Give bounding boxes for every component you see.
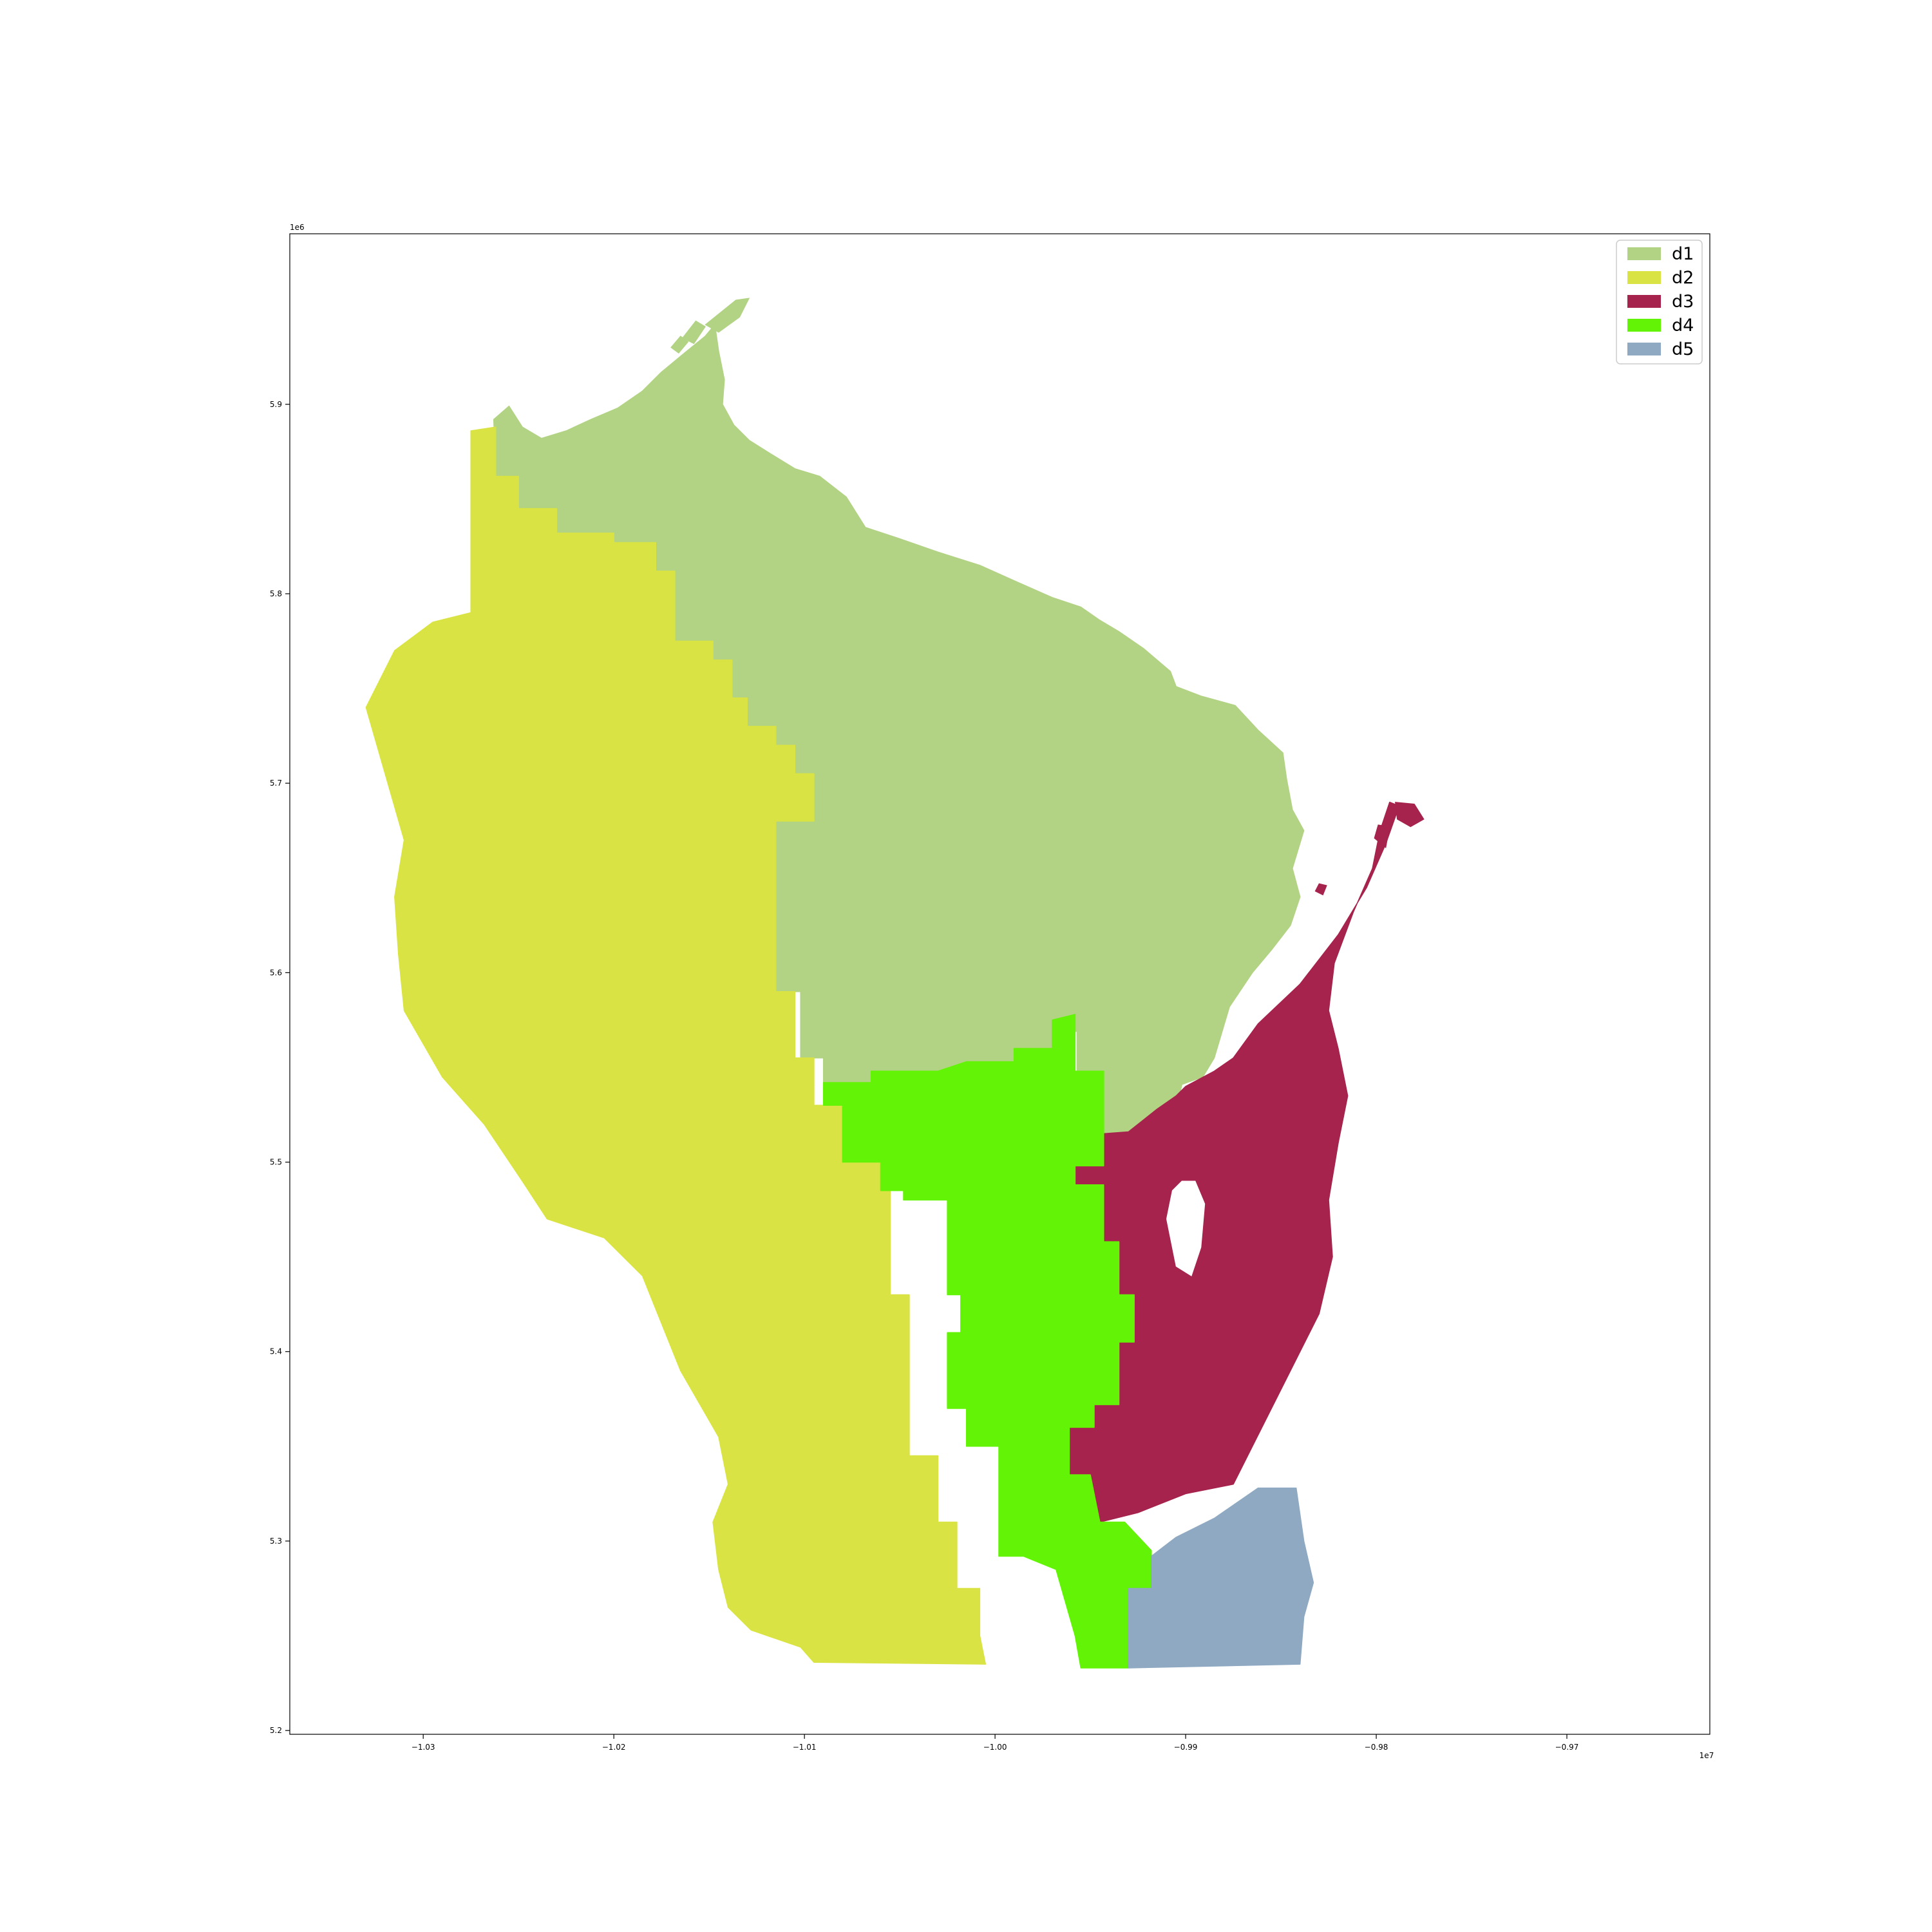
island-d3-3 xyxy=(1395,802,1425,828)
legend-label-d3: d3 xyxy=(1672,292,1694,312)
legend-label-d4: d4 xyxy=(1672,316,1694,336)
island-d1-0 xyxy=(705,298,750,333)
x-tick-label: −0.97 xyxy=(1555,1743,1579,1752)
island-d3-5 xyxy=(1314,883,1327,896)
y-tick-label: 5.6 xyxy=(270,968,282,977)
y-tick-label: 5.2 xyxy=(270,1726,282,1735)
x-tick-label: −0.99 xyxy=(1174,1743,1198,1752)
x-tick-label: −1.02 xyxy=(602,1743,626,1752)
island-d1-2 xyxy=(670,336,689,354)
y-tick-label: 5.3 xyxy=(270,1537,282,1546)
y-tick-label: 5.9 xyxy=(270,400,282,409)
district-d4 xyxy=(822,1014,1152,1669)
district-d2 xyxy=(365,426,987,1665)
legend-label-d1: d1 xyxy=(1672,244,1694,264)
x-axis: −1.03 −1.02 −1.01 −1.00 −0.99 −0.98 −0.97 xyxy=(412,1734,1579,1752)
district-d5 xyxy=(1128,1487,1314,1669)
legend-label-d5: d5 xyxy=(1672,339,1694,359)
x-tick-label: −1.00 xyxy=(983,1743,1007,1752)
x-axis-exponent-label: 1e7 xyxy=(1700,1751,1714,1760)
y-tick-label: 5.8 xyxy=(270,589,282,598)
island-d1-1 xyxy=(681,320,706,345)
legend-swatch-d5 xyxy=(1627,343,1661,355)
x-tick-label: −0.98 xyxy=(1365,1743,1388,1752)
legend: d1 d2 d3 d4 d5 xyxy=(1616,240,1703,365)
y-tick-label: 5.4 xyxy=(270,1347,282,1356)
island-d3-4 xyxy=(1374,824,1390,849)
plot-frame xyxy=(289,233,1710,1735)
legend-swatch-d2 xyxy=(1627,271,1661,284)
legend-swatch-d3 xyxy=(1627,295,1661,308)
y-tick-label: 5.7 xyxy=(270,779,282,788)
x-tick-label: −1.01 xyxy=(793,1743,817,1752)
y-tick-label: 5.5 xyxy=(270,1158,282,1167)
lake-0 xyxy=(1166,1180,1206,1276)
legend-swatch-d4 xyxy=(1627,319,1661,332)
legend-label-d2: d2 xyxy=(1672,268,1694,288)
y-axis-exponent-label: 1e6 xyxy=(290,223,305,232)
map-layer xyxy=(365,298,1425,1669)
legend-swatch-d1 xyxy=(1627,247,1661,260)
x-tick-label: −1.03 xyxy=(412,1743,435,1752)
y-axis: 5.2 5.3 5.4 5.5 5.6 5.7 5.8 5.9 xyxy=(270,400,290,1735)
